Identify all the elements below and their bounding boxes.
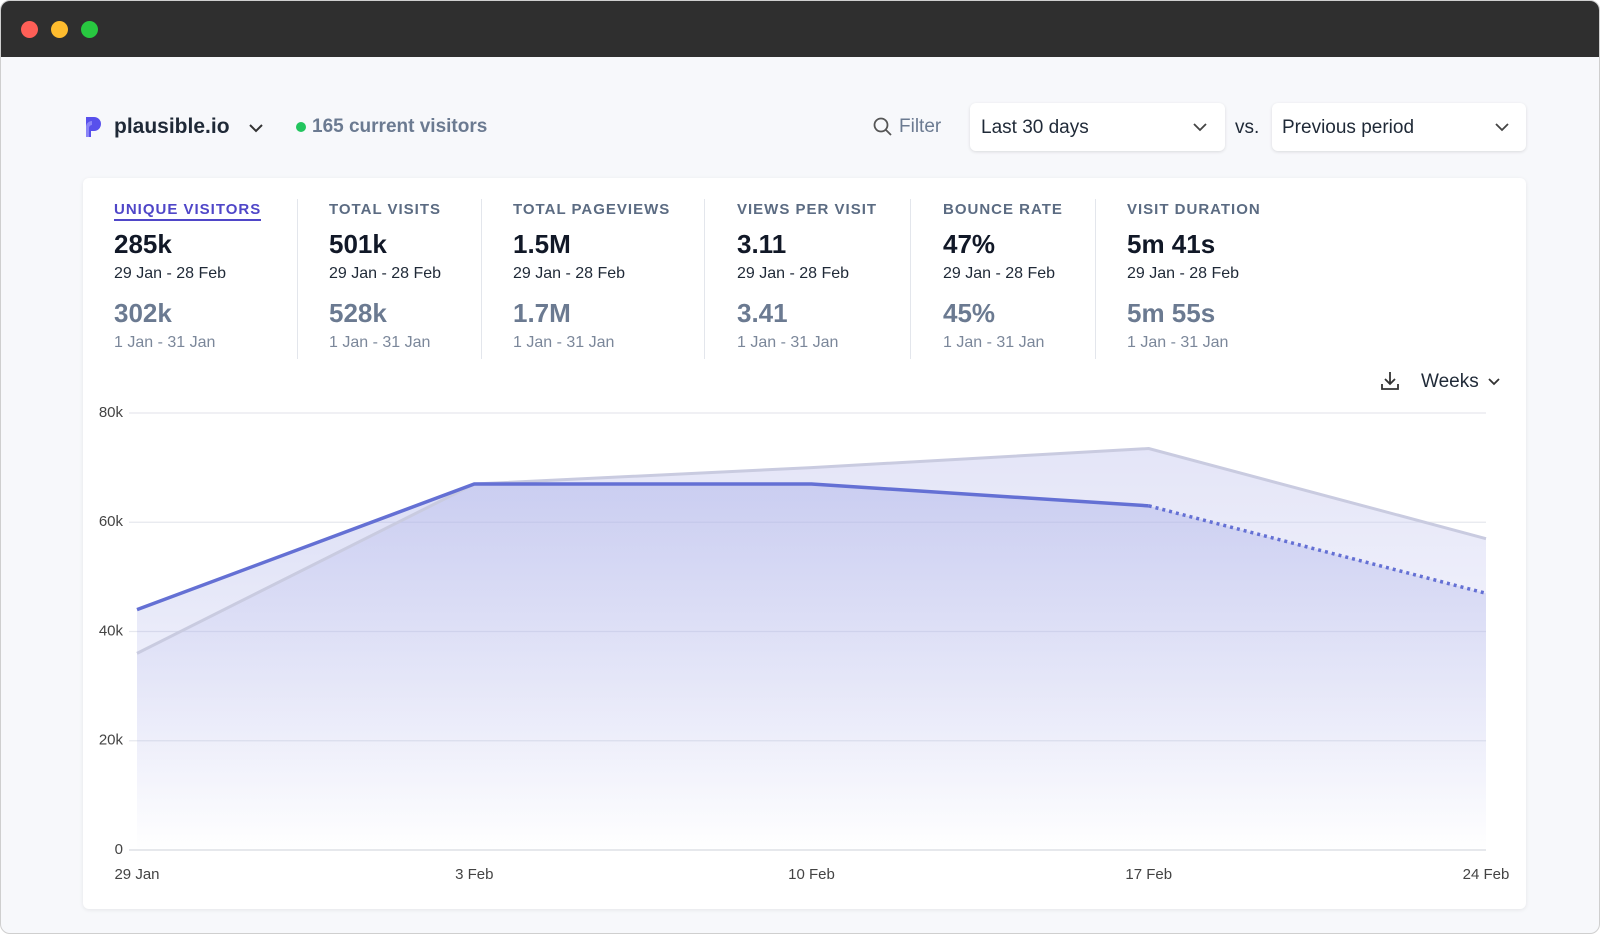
line (136, 446, 1487, 655)
metric-prev-value: 5m 55s (1127, 298, 1216, 328)
minimize-button[interactable] (51, 21, 68, 38)
metric-prev-period: 1 Jan - 31 Jan (737, 334, 839, 351)
separator (704, 199, 705, 359)
metric-value: 5m 41s (1127, 229, 1216, 259)
period-select[interactable]: Last 30 days (970, 103, 1225, 151)
current-visitors[interactable]: 165 current visitors (312, 116, 488, 137)
x-tick-label: 17 Feb (1125, 866, 1172, 883)
y-tick-label: 0 (115, 841, 123, 858)
metric-prev-value: 528k (329, 298, 387, 328)
y-tick-label: 20k (99, 732, 124, 749)
y-tick-label: 80k (99, 404, 124, 421)
metric-period: 29 Jan - 28 Feb (513, 265, 626, 282)
chevron (1495, 123, 1509, 132)
metric-label[interactable]: TOTAL PAGEVIEWS (513, 201, 671, 218)
metric-period: 29 Jan - 28 Feb (1127, 265, 1240, 282)
interval-select[interactable]: Weeks (1421, 371, 1479, 392)
x-tick-label: 10 Feb (788, 866, 835, 883)
live-dot (296, 122, 306, 132)
separator (297, 199, 298, 359)
metric-value: 47% (943, 229, 996, 259)
area (137, 484, 1486, 850)
logo (86, 117, 101, 137)
metric-value: 501k (329, 229, 387, 259)
metric-prev-period: 1 Jan - 31 Jan (1127, 334, 1229, 351)
chevron (1193, 123, 1207, 132)
search-icon[interactable] (873, 117, 893, 137)
separator (481, 199, 482, 359)
metric-prev-value: 302k (114, 298, 172, 328)
metric-prev-period: 1 Jan - 31 Jan (943, 334, 1045, 351)
y-tick-label: 60k (99, 513, 124, 530)
metric-period: 29 Jan - 28 Feb (943, 265, 1056, 282)
metric-label[interactable]: VIEWS PER VISIT (737, 201, 878, 218)
metric-value: 3.11 (737, 229, 787, 259)
chevron[interactable] (247, 119, 265, 137)
metric-period: 29 Jan - 28 Feb (329, 265, 442, 282)
metric-label[interactable]: UNIQUE VISITORS (114, 201, 262, 221)
metric-label[interactable]: BOUNCE RATE (943, 201, 1063, 218)
chevron[interactable] (1485, 372, 1503, 390)
maximize-button[interactable] (81, 21, 98, 38)
separator (910, 199, 911, 359)
x-tick-label: 24 Feb (1463, 866, 1510, 883)
filter-button[interactable]: Filter (899, 116, 942, 137)
metric-label[interactable]: TOTAL VISITS (329, 201, 442, 218)
metric-period: 29 Jan - 28 Feb (737, 265, 850, 282)
metric-period: 29 Jan - 28 Feb (114, 265, 227, 282)
vs-label: vs. (1235, 117, 1260, 138)
metric-value: 1.5M (513, 229, 571, 259)
close-button[interactable] (21, 21, 38, 38)
line (136, 482, 1149, 612)
metric-prev-period: 1 Jan - 31 Jan (513, 334, 615, 351)
x-tick-label: 29 Jan (114, 866, 159, 883)
separator (1095, 199, 1096, 359)
metric-prev-period: 1 Jan - 31 Jan (114, 334, 216, 351)
x-tick-label: 3 Feb (455, 866, 493, 883)
line-incomplete (1148, 504, 1487, 595)
metric-prev-value: 45% (943, 298, 996, 328)
site-name[interactable]: plausible.io (114, 115, 230, 138)
metric-prev-period: 1 Jan - 31 Jan (329, 334, 431, 351)
metric-prev-value: 1.7M (513, 298, 571, 328)
compare-select[interactable]: Previous period (1272, 103, 1526, 151)
metric-value: 285k (114, 229, 172, 259)
metric-label[interactable]: VISIT DURATION (1127, 201, 1261, 218)
title-bar (1, 1, 1599, 57)
y-tick-label: 40k (99, 622, 124, 639)
compare-label: Previous period (1282, 117, 1415, 138)
metric-prev-value: 3.41 (737, 298, 788, 328)
period-label: Last 30 days (981, 117, 1089, 138)
download-icon[interactable] (1379, 370, 1401, 392)
